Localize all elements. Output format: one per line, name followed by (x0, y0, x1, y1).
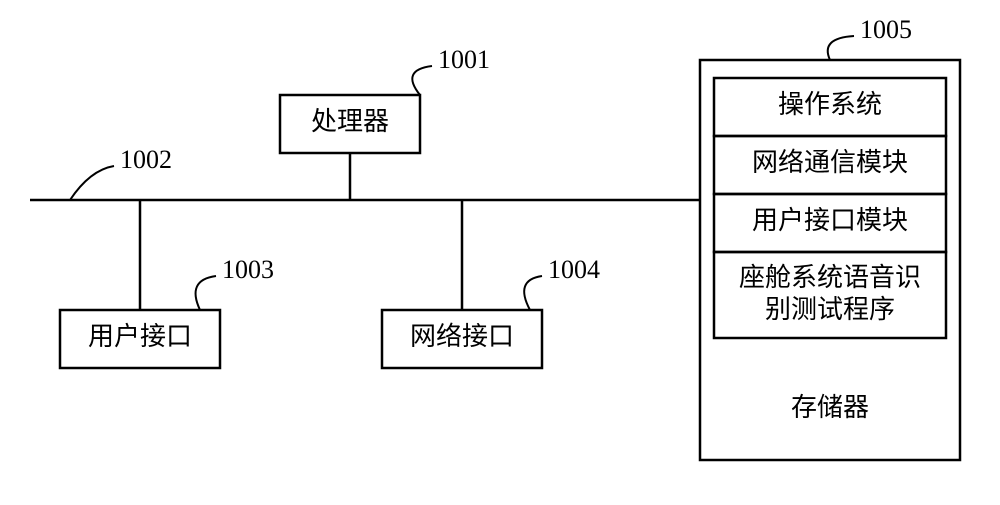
ref-1001: 1001 (412, 45, 490, 95)
memory-node: 操作系统 网络通信模块 用户接口模块 座舱系统语音识 别测试程序 存储器 (680, 60, 960, 460)
ref-1003: 1003 (196, 255, 274, 310)
svg-text:1001: 1001 (438, 45, 490, 74)
memory-item-1-label: 网络通信模块 (752, 148, 908, 177)
processor-node: 处理器 (280, 95, 420, 200)
memory-item-3-line0: 座舱系统语音识 (739, 263, 921, 292)
user-interface-node: 用户接口 (60, 200, 220, 368)
block-diagram: 处理器 用户接口 网络接口 操作系统 网络通信模块 用户接口模块 座舱系统语音识… (0, 0, 1000, 505)
svg-text:1004: 1004 (548, 255, 600, 284)
svg-text:1003: 1003 (222, 255, 274, 284)
processor-label: 处理器 (311, 107, 389, 136)
memory-label: 存储器 (791, 393, 869, 422)
ref-1002: 1002 (70, 145, 172, 200)
memory-items: 操作系统 网络通信模块 用户接口模块 座舱系统语音识 别测试程序 (714, 78, 946, 338)
network-interface-label: 网络接口 (410, 322, 514, 351)
network-interface-node: 网络接口 (382, 200, 542, 368)
ref-1005: 1005 (828, 15, 912, 60)
ref-1004: 1004 (524, 255, 600, 310)
memory-item-2-label: 用户接口模块 (752, 206, 908, 235)
svg-text:1005: 1005 (860, 15, 912, 44)
memory-item-0-label: 操作系统 (778, 90, 882, 119)
memory-item-3-line1: 别测试程序 (765, 295, 895, 324)
svg-text:1002: 1002 (120, 145, 172, 174)
user-interface-label: 用户接口 (88, 322, 192, 351)
